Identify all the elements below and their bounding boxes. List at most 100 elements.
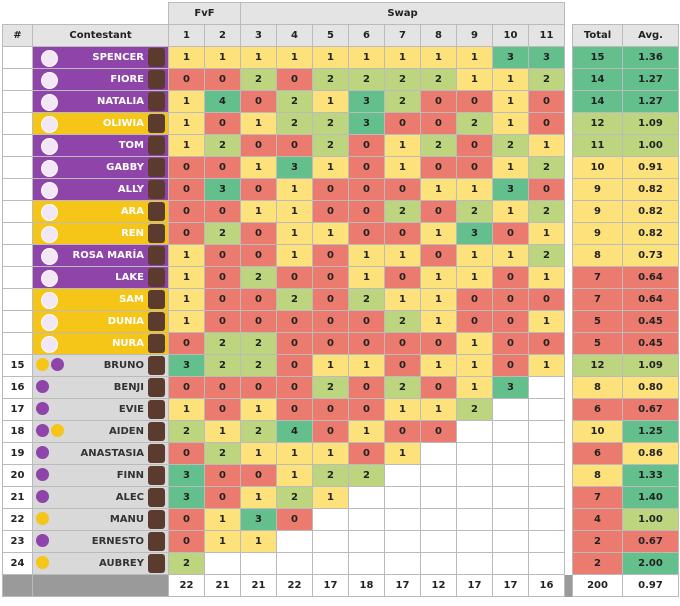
contestant-row: 17 EVIE 1 0 1 0 0 0 1 1 2 6 0.67 xyxy=(2,398,679,421)
empty-cell xyxy=(492,464,529,487)
score-cell: 0 xyxy=(276,508,313,531)
score-cell: 1 xyxy=(348,266,385,289)
score-cell: 0 xyxy=(276,376,313,399)
contestant-row: 21 ALEC 3 0 1 2 1 7 1.40 xyxy=(2,486,679,509)
contestant-row: 24 AUBREY 2 2 2.00 xyxy=(2,552,679,575)
score-cell: 2 xyxy=(384,68,421,91)
contestant-row: OLIWIA 1 0 1 2 2 3 0 0 2 1 0 12 1.09 xyxy=(2,112,679,135)
avg-cell: 1.40 xyxy=(622,486,679,509)
score-cell: 1 xyxy=(240,442,277,465)
contestant-row: 20 FINN 3 0 0 1 2 2 8 1.33 xyxy=(2,464,679,487)
score-cell: 2 xyxy=(528,200,565,223)
tribe-badge xyxy=(36,490,49,503)
rank-cell xyxy=(2,178,33,201)
avatar xyxy=(148,202,165,221)
avg-cell: 0.91 xyxy=(622,156,679,179)
score-cell: 2 xyxy=(456,112,493,135)
score-cell: 1 xyxy=(204,508,241,531)
score-cell: 2 xyxy=(240,332,277,355)
empty-cell xyxy=(420,442,457,465)
empty-cell xyxy=(456,486,493,509)
gap xyxy=(564,90,573,113)
avg-cell: 0.82 xyxy=(622,178,679,201)
contestant-row: REN 0 2 0 1 1 0 0 1 3 0 1 9 0.82 xyxy=(2,222,679,245)
score-cell: 1 xyxy=(168,266,205,289)
tribe-icon xyxy=(41,336,58,353)
score-cell: 0 xyxy=(420,200,457,223)
score-cell: 1 xyxy=(348,46,385,69)
total-cell: 9 xyxy=(572,178,623,201)
score-cell: 0 xyxy=(312,398,349,421)
score-cell: 1 xyxy=(276,244,313,267)
score-cell: 1 xyxy=(492,156,529,179)
tribe-badge xyxy=(36,402,49,415)
footer-score: 17 xyxy=(312,574,349,597)
score-cell: 2 xyxy=(204,442,241,465)
contestant-name: FINN xyxy=(116,470,144,481)
contestant-row: FIORE 0 0 2 0 2 2 2 2 1 1 2 14 1.27 xyxy=(2,68,679,91)
score-cell: 0 xyxy=(420,376,457,399)
score-cell: 3 xyxy=(168,464,205,487)
column-header: Contestant xyxy=(32,24,169,47)
avg-cell: 0.86 xyxy=(622,442,679,465)
contestant-row: 15 BRUNO 3 2 2 0 1 1 0 1 1 0 1 12 1.09 xyxy=(2,354,679,377)
score-cell: 2 xyxy=(312,464,349,487)
column-header: 10 xyxy=(492,24,529,47)
total-cell: 11 xyxy=(572,134,623,157)
empty-cell xyxy=(528,530,565,553)
score-cell: 1 xyxy=(384,156,421,179)
score-cell: 1 xyxy=(348,244,385,267)
column-header: 4 xyxy=(276,24,313,47)
score-cell: 1 xyxy=(384,244,421,267)
avg-cell: 0.82 xyxy=(622,200,679,223)
tribe-badge xyxy=(36,512,49,525)
score-cell: 1 xyxy=(384,46,421,69)
score-cell: 0 xyxy=(312,178,349,201)
empty-cell xyxy=(384,552,421,575)
empty-cell xyxy=(384,464,421,487)
score-cell: 2 xyxy=(240,420,277,443)
score-cell: 1 xyxy=(168,90,205,113)
contestant-name: SPENCER xyxy=(92,52,144,63)
avatar xyxy=(148,466,165,485)
tribe-badge xyxy=(36,380,49,393)
score-cell: 1 xyxy=(456,266,493,289)
score-cell: 2 xyxy=(204,354,241,377)
tribe-icon xyxy=(41,204,58,221)
score-cell: 1 xyxy=(456,332,493,355)
score-cell: 1 xyxy=(384,134,421,157)
avg-cell: 1.09 xyxy=(622,112,679,135)
tribe-icon xyxy=(41,248,58,265)
score-cell: 1 xyxy=(312,46,349,69)
score-cell: 3 xyxy=(348,112,385,135)
score-cell: 0 xyxy=(492,222,529,245)
empty-cell xyxy=(312,552,349,575)
score-cell: 2 xyxy=(276,486,313,509)
score-cell: 0 xyxy=(456,156,493,179)
total-cell: 14 xyxy=(572,68,623,91)
total-cell: 14 xyxy=(572,90,623,113)
rank-cell xyxy=(2,112,33,135)
score-cell: 4 xyxy=(204,90,241,113)
empty-cell xyxy=(528,552,565,575)
rank-cell xyxy=(2,332,33,355)
score-cell: 0 xyxy=(240,222,277,245)
score-cell: 1 xyxy=(240,156,277,179)
score-cell: 0 xyxy=(168,156,205,179)
score-cell: 0 xyxy=(240,178,277,201)
score-cell: 0 xyxy=(276,134,313,157)
empty-cell xyxy=(528,376,565,399)
contestant-row: SPENCER 1 1 1 1 1 1 1 1 1 3 3 15 1.36 xyxy=(2,46,679,69)
score-cell: 0 xyxy=(384,112,421,135)
score-cell: 0 xyxy=(420,332,457,355)
score-cell: 0 xyxy=(528,288,565,311)
empty-cell xyxy=(456,552,493,575)
contestant-name: ALEC xyxy=(115,492,144,503)
footer-blank xyxy=(2,574,33,597)
score-cell: 0 xyxy=(384,332,421,355)
tribe-icon xyxy=(41,50,58,67)
gap xyxy=(564,288,573,311)
score-cell: 0 xyxy=(528,90,565,113)
gap xyxy=(564,354,573,377)
score-cell: 1 xyxy=(384,442,421,465)
